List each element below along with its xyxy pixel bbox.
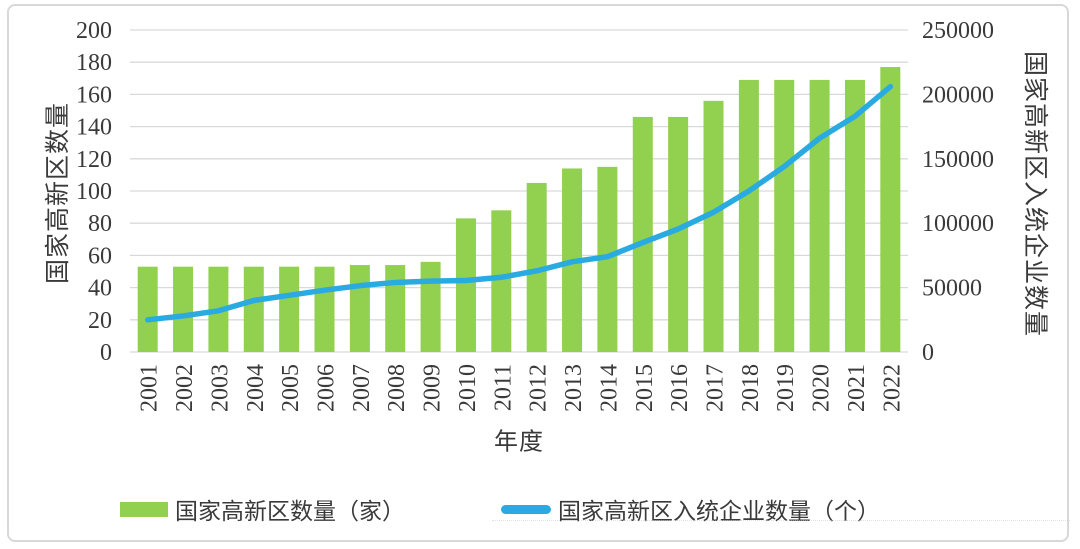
bar-2020 [809, 79, 830, 352]
bar-2001 [137, 266, 158, 352]
right-y-tick-label: 0 [922, 340, 934, 366]
x-tick-label-2002: 2002 [172, 364, 198, 412]
x-tick-label-2012: 2012 [526, 364, 552, 412]
x-tick-label-2022: 2022 [879, 364, 905, 412]
legend-item-bars: 国家高新区数量（家） [120, 492, 405, 526]
x-tick-label-2001: 2001 [137, 364, 163, 412]
x-tick-label-2006: 2006 [314, 364, 340, 412]
left-y-tick-label: 60 [88, 243, 112, 269]
enterprise-count-line [144, 83, 894, 323]
bar-2002 [173, 266, 194, 352]
x-tick-label-2008: 2008 [384, 364, 410, 412]
bar-2008 [385, 265, 406, 352]
x-tick-label-2021: 2021 [844, 364, 870, 412]
x-tick-label-2016: 2016 [667, 364, 693, 412]
right-y-tick-label: 250000 [922, 18, 994, 44]
x-tick-label-2020: 2020 [809, 364, 835, 412]
legend-item-line: 国家高新区入统企业数量（个） [501, 492, 880, 526]
x-tick-label-2017: 2017 [703, 364, 729, 412]
bar-2012 [526, 182, 547, 352]
bar-series-legend-label: 国家高新区数量（家） [175, 499, 405, 524]
combo-chart-plot-area: 0 20 40 60 80 100 120 140 160 180 200 0 50000 100000 1… [76, 18, 994, 412]
right-y-tick-label: 200000 [922, 82, 994, 108]
bar-2006 [314, 266, 335, 352]
x-tick-label-2013: 2013 [561, 364, 587, 412]
x-tick-label-2014: 2014 [596, 364, 622, 412]
chart-legend: 国家高新区数量（家） 国家高新区入统企业数量（个） [0, 492, 1040, 526]
bar-2016 [668, 116, 689, 352]
x-tick-label-2007: 2007 [349, 364, 375, 412]
bar-2010 [455, 218, 476, 352]
left-y-tick-label: 140 [76, 115, 112, 141]
bar-series-swatch-icon [120, 501, 168, 517]
right-y-axis-title: 国家高新区入统企业数量 [1021, 50, 1048, 338]
bar-2021 [844, 79, 865, 352]
bar-2009 [420, 261, 441, 352]
right-y-tick-label: 150000 [922, 147, 994, 173]
x-tick-label-2011: 2011 [490, 364, 516, 411]
faint-divider [492, 520, 1070, 521]
right-y-tick-label: 100000 [922, 211, 994, 237]
x-tick-label-2018: 2018 [738, 364, 764, 412]
bar-2007 [349, 265, 370, 352]
x-tick-label-2004: 2004 [243, 364, 269, 412]
bar-2011 [491, 210, 512, 352]
right-y-tick-label: 50000 [922, 276, 982, 302]
left-y-tick-label: 100 [76, 179, 112, 205]
left-y-axis-title: 国家高新区数量 [45, 101, 72, 285]
bar-2004 [243, 266, 264, 352]
bar-2022 [880, 67, 901, 352]
left-y-tick-label: 200 [76, 18, 112, 44]
left-y-tick-label: 40 [88, 276, 112, 302]
bar-2018 [738, 79, 759, 352]
x-tick-label-2005: 2005 [278, 364, 304, 412]
left-y-tick-label: 160 [76, 82, 112, 108]
line-series-swatch-icon [501, 504, 551, 514]
line-series-legend-label: 国家高新区入统企业数量（个） [558, 499, 880, 524]
bar-2015 [632, 116, 653, 352]
bar-2005 [279, 266, 300, 352]
x-tick-label-2009: 2009 [420, 364, 446, 412]
x-tick-label-2003: 2003 [207, 364, 233, 412]
left-y-tick-label: 80 [88, 211, 112, 237]
left-y-tick-label: 0 [100, 340, 112, 366]
bar-2017 [703, 100, 724, 352]
x-tick-label-2015: 2015 [632, 364, 658, 412]
left-y-tick-label: 180 [76, 50, 112, 76]
x-tick-label-2019: 2019 [773, 364, 799, 412]
left-y-tick-label: 20 [88, 308, 112, 334]
left-y-tick-label: 120 [76, 147, 112, 173]
x-tick-label-2010: 2010 [455, 364, 481, 412]
bar-2019 [774, 79, 795, 352]
x-axis-title: 年度 [494, 429, 544, 456]
